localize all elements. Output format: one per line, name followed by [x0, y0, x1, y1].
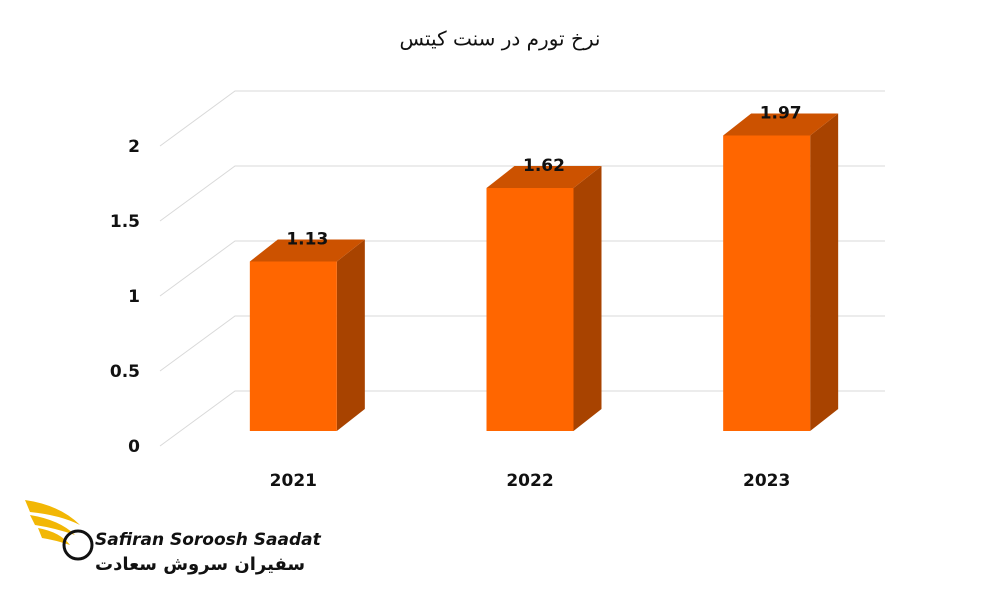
grid-line [159, 165, 885, 222]
bar [249, 261, 337, 431]
y-tick-label: 0 [128, 437, 140, 457]
grid-line [159, 315, 885, 372]
bar [723, 135, 811, 431]
value-label: 1.13 [286, 230, 328, 250]
x-tick-label: 2022 [506, 471, 553, 491]
y-tick-label: 0.5 [110, 362, 140, 382]
value-label: 1.62 [523, 156, 565, 176]
x-tick-label: 2021 [270, 471, 317, 491]
chart-title: نرخ تورم در سنت کیتس [400, 27, 601, 51]
y-tick-label: 1 [128, 287, 140, 307]
logo-name-en: Safiran Soroosh Saadat [95, 530, 322, 550]
bar-top [486, 166, 602, 188]
logo-wings [25, 500, 80, 545]
grid-line [159, 240, 885, 297]
y-tick-label: 1.5 [110, 212, 140, 232]
logo: Safiran Soroosh Saadat سفیران سروش سعادت [25, 500, 322, 575]
y-tick-label: 2 [128, 137, 140, 157]
bar-top [723, 113, 839, 136]
x-tick-label: 2023 [743, 471, 790, 491]
logo-name-fa: سفیران سروش سعادت [95, 554, 305, 575]
bar [486, 188, 574, 431]
value-label: 1.97 [760, 104, 802, 124]
grid-line [159, 90, 885, 147]
bar-top [249, 239, 365, 262]
grid-line [159, 390, 885, 447]
logo-ring [62, 529, 94, 561]
bar-side [573, 166, 602, 431]
bar-side [336, 239, 365, 431]
bar-side [810, 113, 839, 431]
